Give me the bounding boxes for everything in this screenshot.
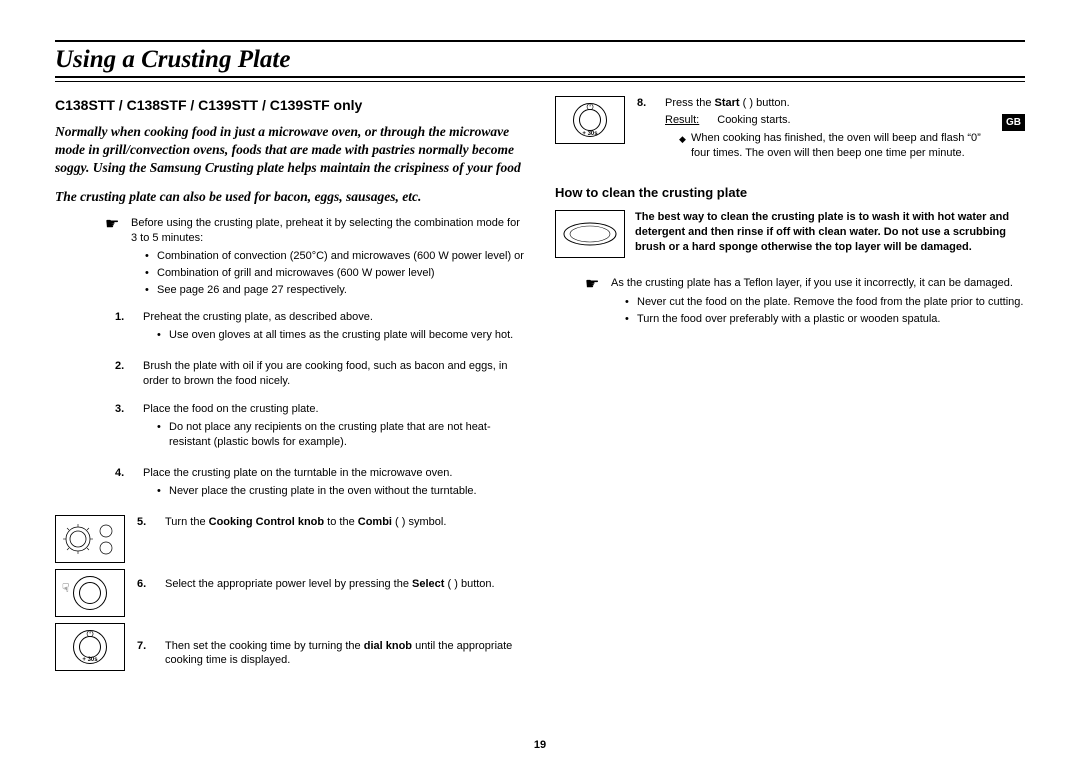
left-column: C138STT / C138STF / C139STT / C139STF on… — [55, 96, 525, 701]
clean-subhead: How to clean the crusting plate — [555, 184, 1025, 202]
preheat-note-body: Before using the crusting plate, preheat… — [131, 216, 525, 300]
power-icon: ⏻ — [86, 628, 93, 640]
caution-note: ☛ As the crusting plate has a Teflon lay… — [585, 276, 1025, 329]
result-line: Result:Cooking starts. — [665, 113, 995, 128]
step-body: Place the food on the crusting plate. Do… — [143, 402, 525, 452]
plus-30s-label: + 30s — [582, 130, 597, 138]
step-6: 6. Select the appropriate power level by… — [137, 577, 525, 625]
list-item: When cooking has finished, the oven will… — [679, 131, 995, 161]
caution-note-text: As the crusting plate has a Teflon layer… — [611, 277, 1013, 289]
step-body: Select the appropriate power level by pr… — [165, 577, 525, 625]
steps-5-7: 5. Turn the Cooking Control knob to the … — [137, 515, 525, 701]
step-8: 8. Press the Start ( ) button. Result:Co… — [637, 96, 995, 160]
right-column: ⏻ + 30s 8. Press the Start ( ) button. R… — [555, 96, 1025, 701]
left-illustrations: ☟ ⏻ + 30s — [55, 515, 125, 701]
step-number: 3. — [115, 402, 133, 452]
step-body: Then set the cooking time by turning the… — [165, 639, 525, 687]
step-4: 4. Place the crusting plate on the turnt… — [115, 466, 525, 501]
intro-paragraph-2: The crusting plate can also be used for … — [55, 188, 525, 206]
list-item: Combination of grill and microwaves (600… — [145, 266, 525, 281]
preheat-note-text: Before using the crusting plate, preheat… — [131, 217, 520, 244]
control-panel-illustration — [55, 515, 125, 563]
step-body: Preheat the crusting plate, as described… — [143, 310, 525, 345]
list-item: Combination of convection (250°C) and mi… — [145, 249, 525, 264]
step-1: 1. Preheat the crusting plate, as descri… — [115, 310, 525, 345]
plus-30s-label: + 30s — [82, 656, 97, 664]
pointer-icon: ☛ — [105, 216, 121, 300]
step-body: Turn the Cooking Control knob to the Com… — [165, 515, 525, 563]
steps-1-4: 1. Preheat the crusting plate, as descri… — [115, 310, 525, 501]
title-rule-1 — [55, 76, 1025, 78]
step-body: Brush the plate with oil if you are cook… — [143, 359, 525, 389]
intro-paragraph: Normally when cooking food in just a mic… — [55, 123, 525, 178]
list-item: Do not place any recipients on the crust… — [157, 420, 525, 450]
hand-cursor-icon: ☟ — [62, 580, 69, 596]
page-number: 19 — [0, 739, 1080, 751]
list-item: Never cut the food on the plate. Remove … — [625, 295, 1025, 310]
start-button-illustration: ⏻ + 30s — [555, 96, 625, 144]
page-title: Using a Crusting Plate — [55, 42, 1025, 76]
step-number: 7. — [137, 639, 155, 687]
columns: C138STT / C138STF / C139STT / C139STF on… — [55, 96, 1025, 701]
step-number: 1. — [115, 310, 133, 345]
step-7: 7. Then set the cooking time by turning … — [137, 639, 525, 687]
dial-knob-illustration: ⏻ + 30s — [55, 623, 125, 671]
model-subhead: C138STT / C138STF / C139STT / C139STF on… — [55, 96, 525, 115]
plate-illustration — [555, 210, 625, 258]
step-body: Press the Start ( ) button. Result:Cooki… — [665, 96, 995, 160]
clean-block: The best way to clean the crusting plate… — [555, 210, 1025, 258]
step-3: 3. Place the food on the crusting plate.… — [115, 402, 525, 452]
title-rule-2 — [55, 81, 1025, 82]
list-item: See page 26 and page 27 respectively. — [145, 283, 525, 298]
step-body: Place the crusting plate on the turntabl… — [143, 466, 525, 501]
list-item: Use oven gloves at all times as the crus… — [157, 328, 525, 343]
step-number: 5. — [137, 515, 155, 563]
clean-text: The best way to clean the crusting plate… — [635, 210, 1025, 258]
power-icon: ⏻ — [586, 101, 593, 113]
list-item: Turn the food over preferably with a pla… — [625, 312, 1025, 327]
page: Using a Crusting Plate GB C138STT / C138… — [0, 0, 1080, 721]
step-5: 5. Turn the Cooking Control knob to the … — [137, 515, 525, 563]
step-2: 2. Brush the plate with oil if you are c… — [115, 359, 525, 389]
preheat-bullets: Combination of convection (250°C) and mi… — [131, 249, 525, 298]
pointer-icon: ☛ — [585, 276, 601, 329]
caution-bullets: Never cut the food on the plate. Remove … — [611, 295, 1025, 327]
select-button-illustration: ☟ — [55, 569, 125, 617]
caution-note-body: As the crusting plate has a Teflon layer… — [611, 276, 1025, 329]
preheat-note: ☛ Before using the crusting plate, prehe… — [105, 216, 525, 300]
step-number: 4. — [115, 466, 133, 501]
list-item: Never place the crusting plate in the ov… — [157, 484, 525, 499]
step-number: 2. — [115, 359, 133, 389]
step-number: 6. — [137, 577, 155, 625]
step-number: 8. — [637, 96, 655, 160]
